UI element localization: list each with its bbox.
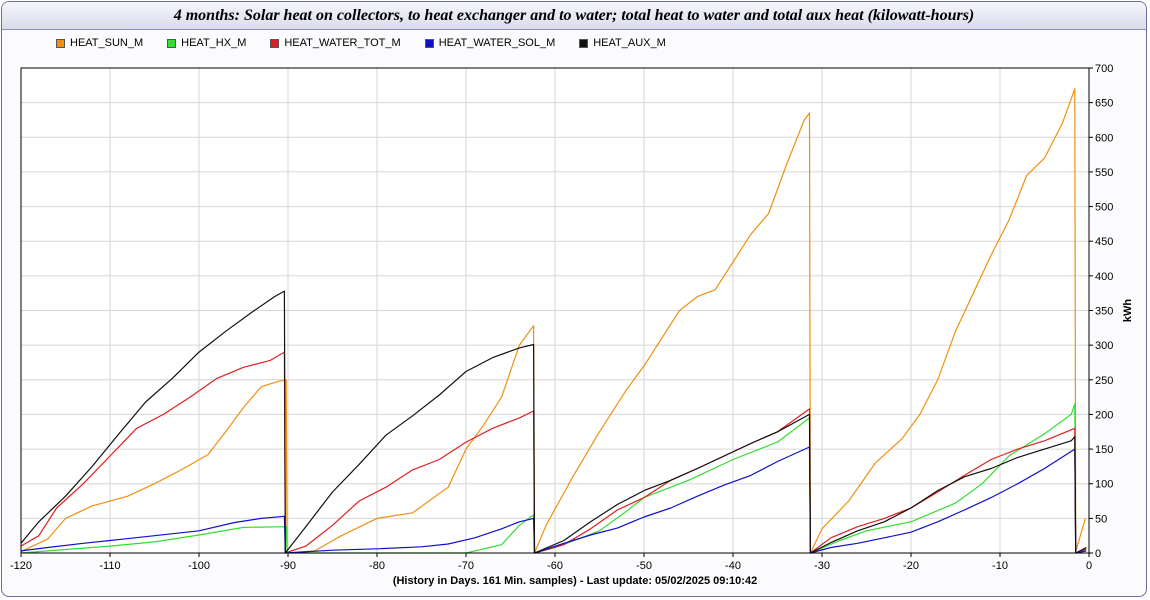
legend-item: HEAT_WATER_SOL_M bbox=[424, 37, 556, 49]
y-tick-label: 50 bbox=[1095, 513, 1107, 525]
x-tick-label: -20 bbox=[903, 560, 919, 572]
legend-swatch bbox=[424, 38, 434, 48]
x-tick-label: -40 bbox=[725, 560, 741, 572]
legend-label: HEAT_WATER_SOL_M bbox=[438, 37, 556, 49]
x-tick-label: -30 bbox=[814, 560, 830, 572]
x-tick-label: -60 bbox=[547, 560, 563, 572]
plot-border bbox=[20, 67, 1090, 554]
y-tick-label: 100 bbox=[1095, 479, 1113, 491]
legend-swatch bbox=[579, 38, 589, 48]
y-tick-label: 0 bbox=[1095, 548, 1101, 560]
x-tick-label: -10 bbox=[992, 560, 1008, 572]
y-axis-label: kWh bbox=[1122, 299, 1134, 323]
chart-title: 4 months: Solar heat on collectors, to h… bbox=[173, 7, 975, 24]
y-tick-label: 200 bbox=[1095, 409, 1113, 421]
legend-swatch bbox=[270, 38, 280, 48]
series-line-heat-hx-m bbox=[20, 403, 1087, 554]
legend-item: HEAT_WATER_TOT_M bbox=[270, 37, 401, 49]
x-tick-label: -70 bbox=[458, 560, 474, 572]
x-tick-label: -100 bbox=[188, 560, 210, 572]
title-bar: 4 months: Solar heat on collectors, to h… bbox=[2, 2, 1146, 30]
legend-label: HEAT_SUN_M bbox=[70, 37, 144, 49]
y-tick-label: 350 bbox=[1095, 306, 1113, 318]
y-tick-label: 650 bbox=[1095, 98, 1113, 110]
x-tick-label: -80 bbox=[369, 560, 385, 572]
y-tick-label: 700 bbox=[1095, 63, 1113, 75]
y-tick-label: 500 bbox=[1095, 202, 1113, 214]
y-tick-label: 300 bbox=[1095, 340, 1113, 352]
legend-label: HEAT_WATER_TOT_M bbox=[284, 37, 401, 49]
legend-swatch bbox=[56, 38, 65, 48]
x-tick-label: -110 bbox=[99, 560, 120, 572]
y-tick-label: 550 bbox=[1095, 167, 1113, 179]
legend-label: HEAT_HX_M bbox=[181, 37, 247, 49]
series-line-heat-aux-m bbox=[20, 290, 1087, 554]
y-tick-label: 450 bbox=[1095, 236, 1113, 248]
y-tick-label: 400 bbox=[1095, 271, 1113, 283]
y-tick-label: 600 bbox=[1095, 132, 1113, 144]
x-axis-caption: (History in Days. 161 Min. samples) - La… bbox=[392, 575, 758, 587]
y-tick-label: 150 bbox=[1095, 444, 1113, 456]
series-line-heat-water-sol-m bbox=[20, 446, 1087, 554]
x-tick-label: -90 bbox=[280, 560, 296, 572]
x-tick-label: -120 bbox=[10, 560, 32, 572]
legend-item: HEAT_SUN_M bbox=[56, 37, 143, 49]
series-line-heat-sun-m bbox=[20, 88, 1086, 554]
legend-item: HEAT_HX_M bbox=[167, 37, 246, 49]
legend-label: HEAT_AUX_M bbox=[593, 37, 666, 49]
legend-item: HEAT_AUX_M bbox=[579, 37, 666, 49]
chart-legend: HEAT_SUN_M HEAT_HX_M HEAT_WATER_TOT_M HEAT_… bbox=[56, 37, 666, 49]
y-tick-label: 250 bbox=[1095, 375, 1113, 387]
x-tick-label: 0 bbox=[1086, 560, 1092, 572]
x-tick-label: -50 bbox=[636, 560, 652, 572]
legend-swatch bbox=[167, 38, 177, 48]
